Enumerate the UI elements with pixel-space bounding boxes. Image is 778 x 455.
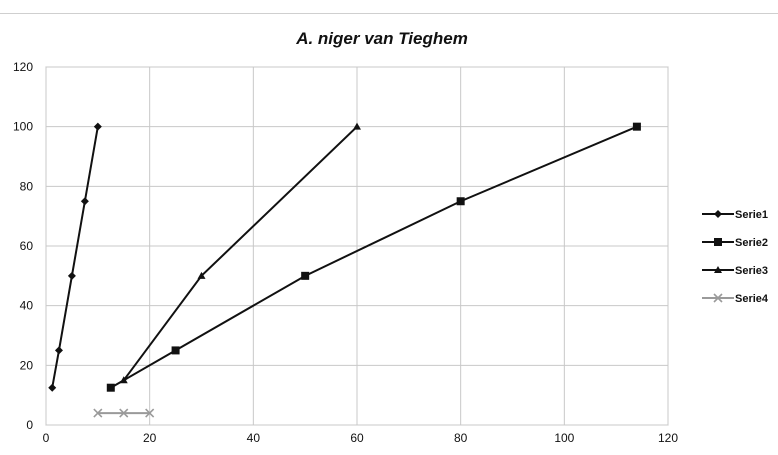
data-point-serie3	[119, 376, 128, 384]
x-tick-label: 20	[143, 431, 157, 445]
x-tick-label: 80	[454, 431, 468, 445]
data-point-serie4-stroke	[93, 408, 103, 418]
series-line-serie2	[110, 125, 638, 389]
data-point-serie2	[106, 383, 115, 392]
y-tick-label: 60	[20, 239, 34, 253]
data-point-serie1	[93, 122, 102, 131]
series-serie3	[119, 122, 361, 384]
data-point-serie4	[145, 408, 155, 418]
legend-marker-stroke	[713, 293, 723, 303]
legend-label: Serie2	[735, 237, 768, 249]
legend-marker	[714, 266, 722, 273]
data-point-serie4	[93, 408, 103, 418]
legend-item-serie3: Serie3	[702, 265, 768, 277]
x-tick-label: 100	[554, 431, 574, 445]
x-tick-label: 40	[247, 431, 261, 445]
data-point-serie1	[67, 271, 76, 280]
legend-marker	[714, 210, 722, 218]
legend: Serie1 Serie2 Serie3 Serie4	[702, 209, 769, 305]
y-tick-label: 120	[13, 60, 33, 74]
y-tick-label: 40	[20, 299, 34, 313]
series-line-serie3	[122, 125, 358, 381]
legend-item-serie2: Serie2	[702, 237, 768, 249]
x-tick-label: 60	[350, 431, 364, 445]
data-point-serie4-stroke	[145, 408, 155, 418]
x-tick-label: 120	[658, 431, 678, 445]
data-point-serie3	[197, 271, 206, 279]
y-tick-label: 20	[20, 358, 34, 372]
legend-marker	[713, 293, 723, 303]
legend-item-serie1: Serie1	[702, 209, 768, 221]
legend-label: Serie1	[735, 209, 768, 221]
chart-title: A. niger van Tieghem	[295, 29, 468, 48]
legend-label: Serie3	[735, 265, 768, 277]
y-tick-label: 0	[26, 418, 33, 432]
series-serie1	[48, 122, 102, 392]
data-point-serie3	[353, 122, 361, 130]
top-divider	[0, 13, 778, 14]
series-serie2	[106, 122, 641, 392]
data-point-serie2	[632, 122, 641, 131]
legend-item-serie4: Serie4	[702, 293, 769, 305]
data-point-serie1	[48, 383, 57, 392]
data-point-serie1	[80, 197, 89, 206]
y-tick-label: 100	[13, 120, 33, 134]
data-point-serie2	[171, 346, 180, 355]
data-point-serie2	[456, 197, 465, 206]
axes: 0 20 40 60 80 100 120 0 20 40 60 80 100 120	[13, 60, 678, 445]
y-tick-label: 80	[20, 179, 34, 193]
series-serie4	[93, 408, 155, 418]
x-tick-label: 0	[43, 431, 50, 445]
legend-marker	[714, 238, 722, 246]
data-point-serie1	[54, 346, 63, 355]
legend-label: Serie4	[735, 293, 769, 305]
data-point-serie4-stroke	[119, 408, 129, 418]
data-point-serie2	[301, 271, 310, 280]
series-layer	[48, 122, 641, 418]
data-point-serie4	[119, 408, 129, 418]
